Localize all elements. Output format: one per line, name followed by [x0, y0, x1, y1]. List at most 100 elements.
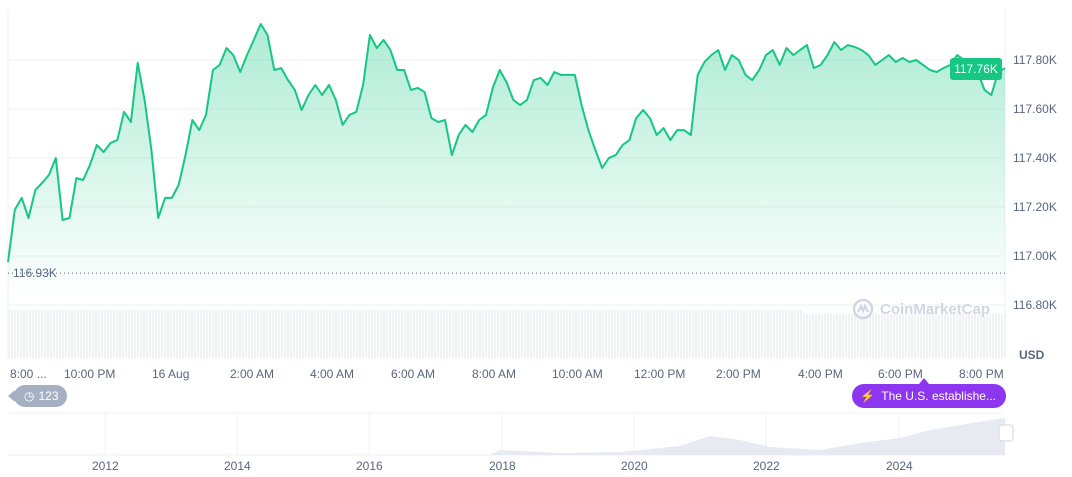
volume-bar [116, 310, 118, 358]
volume-bar [377, 310, 379, 358]
history-badge[interactable]: ◷ 123 [8, 385, 67, 407]
x-tick-label: 8:00 PM [959, 367, 1004, 381]
volume-bar [491, 310, 493, 358]
volume-bar [557, 310, 559, 358]
volume-bar [980, 314, 982, 358]
lightning-icon: ⚡ [860, 389, 876, 403]
volume-bar [449, 310, 451, 358]
volume-bar [50, 310, 52, 358]
volume-bar [149, 310, 151, 358]
volume-bar [530, 310, 532, 358]
volume-bar [713, 310, 715, 358]
volume-bar [998, 314, 1000, 358]
volume-bar [773, 310, 775, 358]
volume-bar [815, 314, 817, 358]
volume-bar [110, 310, 112, 358]
volume-bar [806, 314, 808, 358]
volume-bar [23, 310, 25, 358]
volume-bar [266, 310, 268, 358]
volume-bar [590, 310, 592, 358]
volume-bar [488, 310, 490, 358]
volume-bar [719, 310, 721, 358]
volume-bar [929, 314, 931, 358]
volume-bar [242, 310, 244, 358]
volume-bar [611, 310, 613, 358]
volume-bar [269, 310, 271, 358]
volume-bar [251, 310, 253, 358]
volume-bar [107, 310, 109, 358]
volume-bar [77, 310, 79, 358]
volume-bar [398, 310, 400, 358]
volume-bar [98, 310, 100, 358]
volume-bar [842, 314, 844, 358]
volume-bar [866, 314, 868, 358]
volume-bar [230, 310, 232, 358]
volume-bar [737, 310, 739, 358]
volume-bar [794, 310, 796, 358]
volume-bar [104, 310, 106, 358]
volume-bar [281, 310, 283, 358]
volume-bar [686, 310, 688, 358]
volume-bar [113, 310, 115, 358]
volume-bar [71, 310, 73, 358]
volume-bar [761, 310, 763, 358]
volume-bar [170, 310, 172, 358]
volume-bar [821, 314, 823, 358]
volume-bar [431, 310, 433, 358]
volume-bar [314, 310, 316, 358]
volume-bar [542, 310, 544, 358]
volume-bar [17, 310, 19, 358]
volume-bar [68, 310, 70, 358]
volume-bar [326, 310, 328, 358]
volume-bar [995, 314, 997, 358]
volume-bar [602, 310, 604, 358]
volume-bar [506, 310, 508, 358]
navigator-year-label: 2016 [356, 459, 383, 473]
volume-bar [14, 310, 16, 358]
x-tick-label: 4:00 AM [310, 367, 354, 381]
volume-bar [764, 310, 766, 358]
volume-bar [758, 310, 760, 358]
volume-bar [860, 314, 862, 358]
volume-bar [80, 310, 82, 358]
volume-bar [899, 314, 901, 358]
price-line [7, 23, 1006, 263]
volume-bar [857, 314, 859, 358]
volume-bar [296, 310, 298, 358]
coinmarketcap-logo-icon [852, 298, 874, 320]
volume-bar [191, 310, 193, 358]
volume-bar [908, 314, 910, 358]
volume-bar [29, 310, 31, 358]
volume-bar [344, 310, 346, 358]
volume-bar [989, 314, 991, 358]
volume-bar [479, 310, 481, 358]
volume-bar [197, 310, 199, 358]
event-badge[interactable]: ⚡ The U.S. establishe... [852, 378, 1006, 408]
volume-bar [986, 314, 988, 358]
volume-bar [704, 310, 706, 358]
volume-bar [776, 310, 778, 358]
volume-bar [785, 310, 787, 358]
volume-bar [710, 310, 712, 358]
volume-bar [875, 314, 877, 358]
volume-bar [164, 310, 166, 358]
volume-bar [473, 310, 475, 358]
volume-bar [551, 310, 553, 358]
volume-bar [608, 310, 610, 358]
volume-bar [521, 310, 523, 358]
volume-bar [1004, 314, 1006, 358]
volume-bar [287, 310, 289, 358]
volume-bar [128, 310, 130, 358]
volume-bar [599, 310, 601, 358]
x-tick-label: 8:00 ... [10, 367, 47, 381]
volume-bar [203, 310, 205, 358]
volume-bar [938, 314, 940, 358]
volume-bar [872, 314, 874, 358]
volume-bar [863, 314, 865, 358]
volume-bar [20, 310, 22, 358]
volume-bar [74, 310, 76, 358]
x-tick-label: 4:00 PM [798, 367, 843, 381]
volume-bar [581, 310, 583, 358]
volume-bar [1001, 314, 1003, 358]
